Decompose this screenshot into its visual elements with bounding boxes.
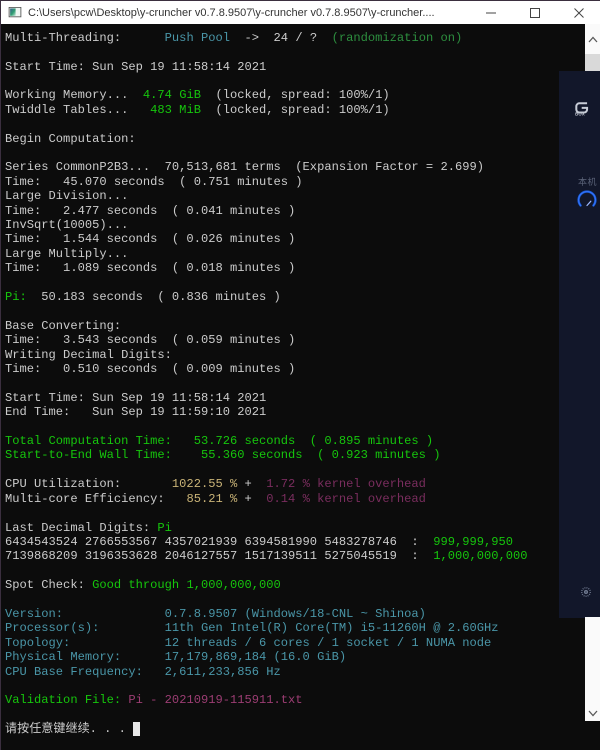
svg-text:BOX: BOX — [575, 112, 585, 117]
